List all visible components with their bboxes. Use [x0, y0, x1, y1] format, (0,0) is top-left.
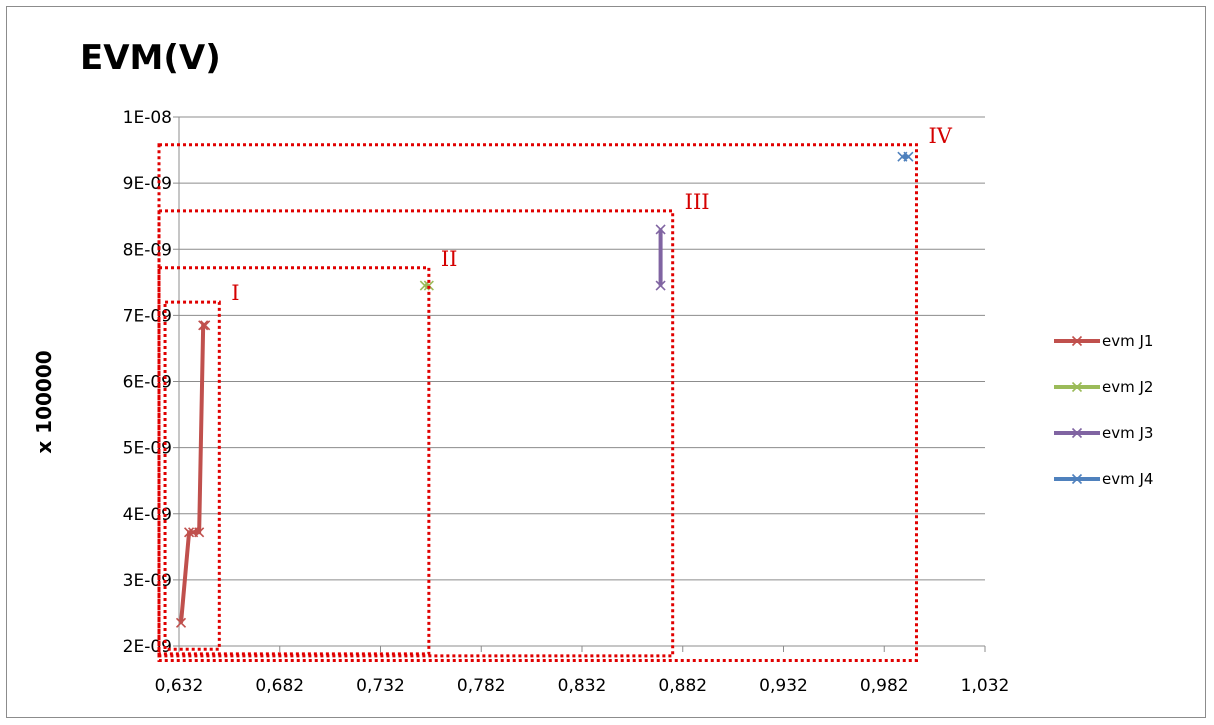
- x-tick-label: 0,982: [860, 676, 909, 696]
- data-point-marker: [423, 280, 434, 291]
- data-point-marker: [198, 320, 209, 331]
- region-box: [157, 266, 431, 656]
- legend-item: evm J3: [1054, 424, 1153, 442]
- x-tick-label: 1,032: [961, 676, 1010, 696]
- data-point-marker: [903, 151, 914, 162]
- x-tick-labels: 0,632 0,682 0,732 0,782 0,832 0,882 0,932 0,982…: [155, 676, 1010, 696]
- legend-item: evm J4: [1054, 470, 1153, 488]
- region-label: IV: [928, 124, 952, 148]
- data-point-marker: [655, 224, 666, 235]
- data-point-marker: [200, 320, 211, 331]
- x-tick-label: 0,832: [558, 676, 607, 696]
- legend-marker: [1071, 335, 1083, 347]
- x-tick-label: 0,882: [658, 676, 707, 696]
- data-point-marker: [175, 617, 187, 628]
- chart-title: EVM(V): [80, 38, 221, 78]
- axes: [173, 116, 986, 652]
- legend-marker: [1071, 473, 1083, 485]
- region-box: [157, 209, 675, 658]
- region-box: [163, 300, 221, 651]
- x-tick-label: 0,932: [759, 676, 808, 696]
- legend-label: evm J1: [1102, 332, 1153, 350]
- legend-marker: [1071, 381, 1083, 393]
- x-tick-label: 0,632: [155, 676, 204, 696]
- y-tick-label: 9E-09: [123, 174, 172, 194]
- gridlines: [179, 116, 985, 581]
- series-line: [179, 323, 206, 624]
- legend: evm J1 evm J2 evm J3 evm J4: [1054, 332, 1153, 488]
- x-tick-label: 0,732: [356, 676, 405, 696]
- legend-marker: [1071, 427, 1083, 439]
- region-box: [157, 143, 918, 663]
- y-tick-label: 1E-08: [123, 108, 172, 128]
- legend-item: evm J1: [1054, 332, 1153, 350]
- chart-frame: [6, 6, 1206, 718]
- data-point-marker: [184, 527, 195, 538]
- legend-label: evm J3: [1102, 424, 1153, 442]
- x-tick-label: 0,682: [255, 676, 304, 696]
- region-label: II: [441, 247, 458, 271]
- x-tick-label: 0,782: [457, 676, 506, 696]
- legend-label: evm J2: [1102, 378, 1153, 396]
- data-point-marker: [194, 527, 205, 538]
- data-series: [175, 151, 914, 628]
- region-label: III: [685, 190, 710, 214]
- y-tick-label: 8E-09: [123, 240, 172, 260]
- data-point-marker: [655, 280, 666, 291]
- legend-item: evm J2: [1054, 378, 1153, 396]
- legend-label: evm J4: [1102, 470, 1153, 488]
- region-label: I: [231, 281, 239, 305]
